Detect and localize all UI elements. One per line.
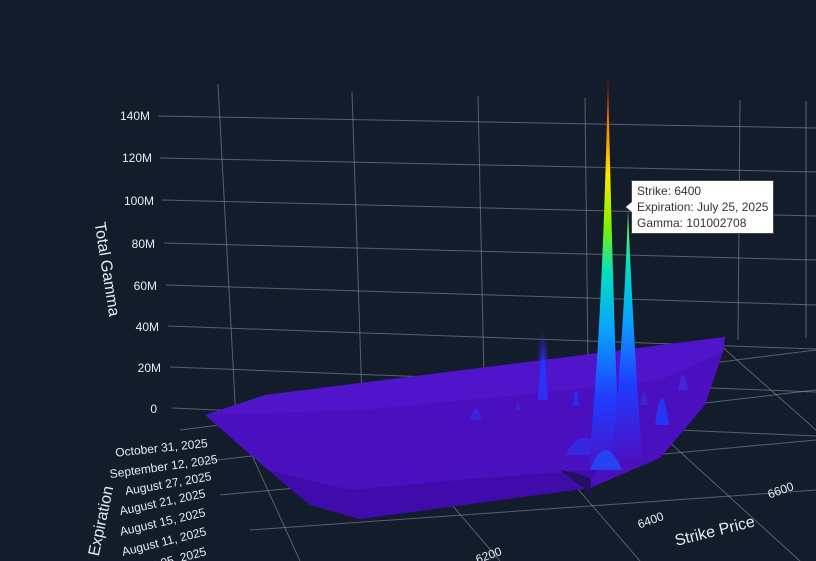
expiration-axis-ticks: October 31, 2025 September 12, 2025 Augu… xyxy=(109,436,219,561)
z-axis-ticks: 140M 120M 100M 80M 60M 40M 20M 0 xyxy=(120,109,161,416)
tooltip-gamma: Gamma: 101002708 xyxy=(637,216,747,230)
expiration-axis-title: Expiration xyxy=(86,484,117,557)
tooltip-strike: Strike: 6400 xyxy=(637,184,702,198)
z-tick: 20M xyxy=(138,361,161,375)
strike-tick: 6200 xyxy=(474,544,504,561)
z-tick: 140M xyxy=(120,109,150,123)
gamma-peak-6450 xyxy=(612,210,642,458)
surface-base xyxy=(205,337,725,519)
strike-tick: 6400 xyxy=(636,509,666,531)
hover-tooltip: Strike: 6400 Expiration: July 25, 2025 G… xyxy=(624,180,775,234)
z-tick: 120M xyxy=(122,151,152,165)
strike-axis-title: Strike Price xyxy=(673,513,757,549)
z-axis-title: Total Gamma xyxy=(91,221,123,318)
tooltip-expiration: Expiration: July 25, 2025 xyxy=(637,200,769,214)
z-tick: 40M xyxy=(136,320,159,334)
surface-spikes xyxy=(588,78,642,470)
z-tick: 60M xyxy=(134,279,157,293)
z-tick: 0 xyxy=(150,402,157,416)
z-tick: 80M xyxy=(132,237,155,251)
strike-tick: 6600 xyxy=(766,479,796,501)
gamma-peak-6400 xyxy=(588,78,620,468)
z-tick: 100M xyxy=(124,194,154,208)
